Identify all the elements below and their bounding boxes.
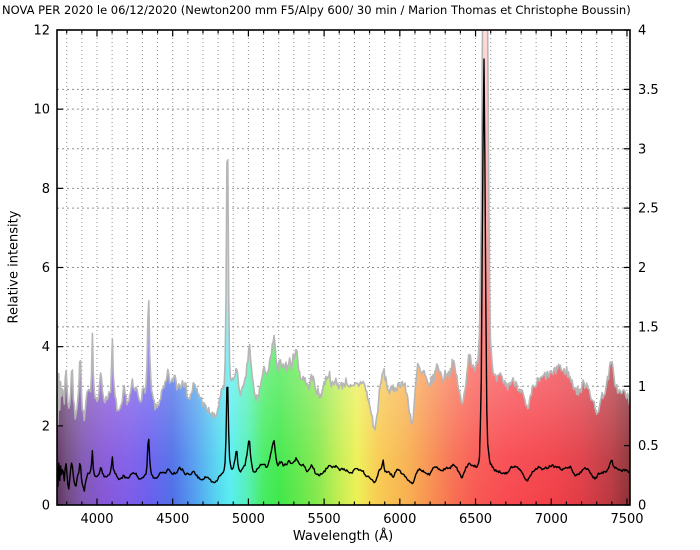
x-tick-label: 5500 bbox=[308, 512, 341, 527]
x-tick-label: 7000 bbox=[535, 512, 568, 527]
y-axis-label-left: Relative intensity bbox=[6, 210, 22, 324]
x-tick-label: 6500 bbox=[459, 512, 492, 527]
y-left-tick-label: 6 bbox=[42, 261, 50, 276]
y-right-tick-label: 1 bbox=[638, 380, 646, 395]
y-right-tick-label: 3.5 bbox=[638, 83, 659, 98]
y-left-tick-label: 10 bbox=[33, 103, 50, 118]
spectrum-outline bbox=[57, 30, 630, 431]
x-tick-label: 5000 bbox=[232, 512, 265, 527]
y-right-tick-label: 3 bbox=[638, 142, 646, 157]
y-left-tick-label: 2 bbox=[42, 419, 50, 434]
y-right-tick-label: 1.5 bbox=[638, 320, 659, 335]
spectrum-scaled-line bbox=[57, 58, 630, 492]
y-right-tick-label: 2 bbox=[638, 261, 646, 276]
tick-labels: 4000 4500 5000 5500 6000 6500 7000 750002468101… bbox=[33, 24, 658, 528]
y-right-tick-label: 4 bbox=[638, 24, 646, 39]
y-right-tick-label: 2.5 bbox=[638, 202, 659, 217]
y-left-tick-label: 4 bbox=[42, 340, 50, 355]
y-right-tick-label: 0 bbox=[638, 499, 646, 514]
y-right-tick-label: 0.5 bbox=[638, 439, 659, 454]
x-tick-label: 7500 bbox=[610, 512, 643, 527]
x-tick-label: 4500 bbox=[156, 512, 189, 527]
y-left-tick-label: 8 bbox=[42, 182, 50, 197]
x-tick-label: 4000 bbox=[80, 512, 113, 527]
x-tick-label: 6000 bbox=[383, 512, 416, 527]
chart-title: NOVA PER 2020 le 06/12/2020 (Newton200 m… bbox=[2, 3, 631, 17]
y-left-tick-label: 12 bbox=[33, 24, 50, 39]
x-axis-label: Wavelength (Å) bbox=[292, 529, 394, 544]
axis-ticks bbox=[57, 29, 630, 506]
y-left-tick-label: 0 bbox=[42, 499, 50, 514]
